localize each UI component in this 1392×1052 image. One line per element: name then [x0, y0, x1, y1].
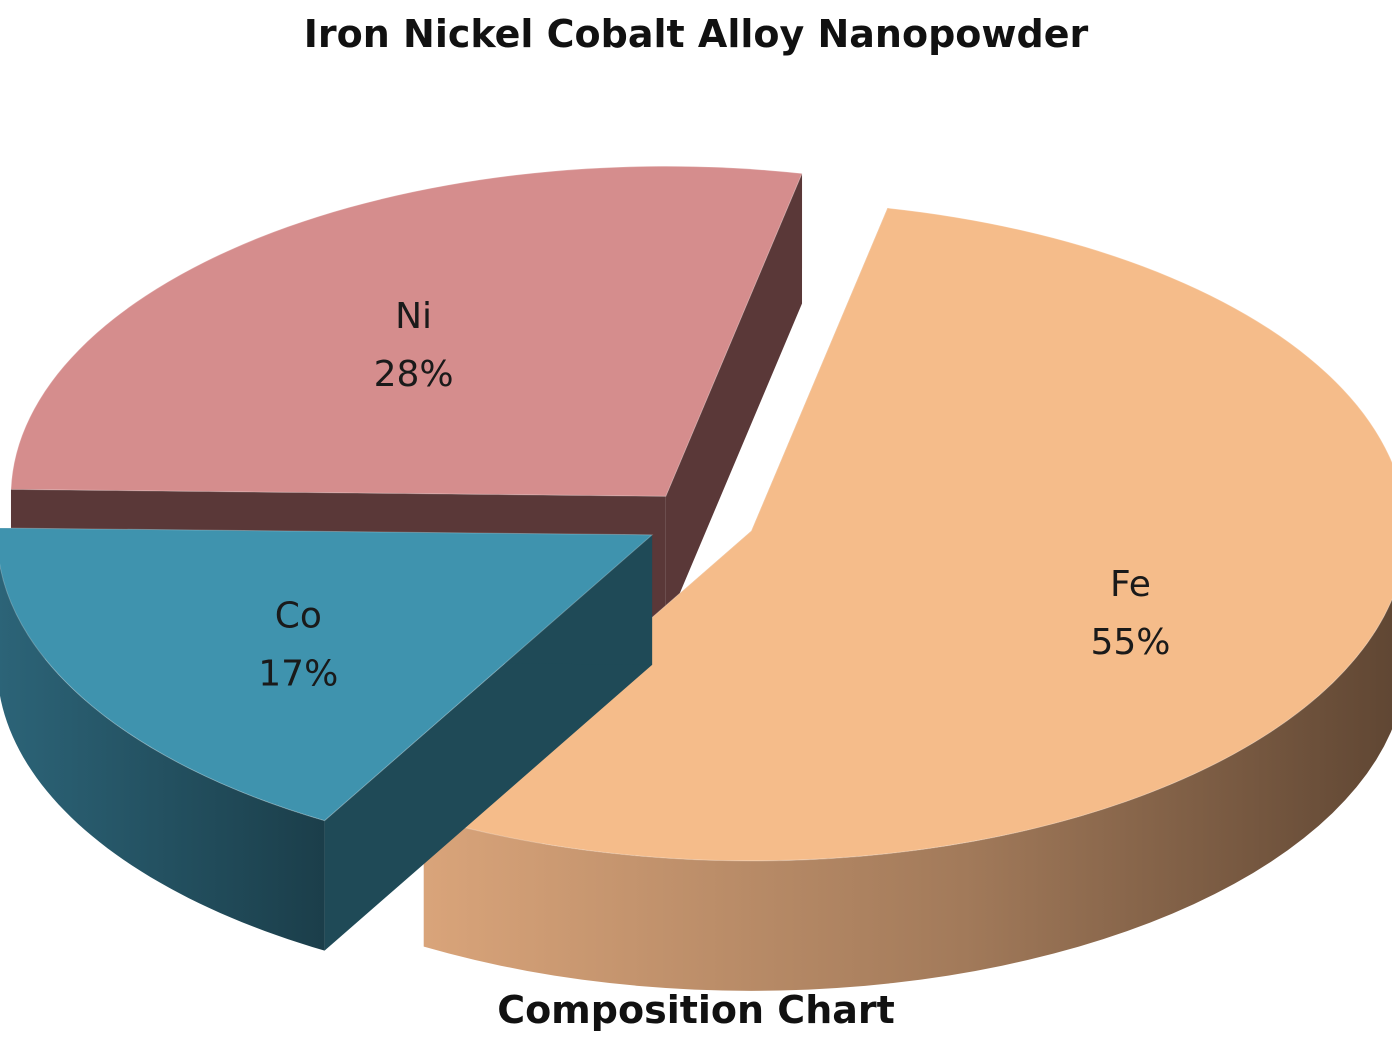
slice-top-ni [10, 165, 803, 497]
slice-name-co: Co [275, 595, 322, 636]
chart-caption: Composition Chart [497, 988, 895, 1032]
slice-wall-ni-1 [665, 173, 803, 627]
pie-slice-co [0, 527, 654, 951]
slice-edge-co [0, 565, 325, 951]
slice-value-ni: 28% [374, 354, 454, 395]
slice-name-fe: Fe [1110, 564, 1151, 605]
chart-title: Iron Nickel Cobalt Alloy Nanopowder [303, 12, 1089, 56]
pie-slice-fe [422, 207, 1392, 991]
slice-top-fe [422, 207, 1392, 862]
slice-name-ni: Ni [395, 296, 432, 337]
slice-value-fe: 55% [1090, 622, 1170, 663]
slice-edge-fe [423, 599, 1392, 991]
slice-top-co [0, 527, 654, 822]
slice-value-co: 17% [258, 653, 338, 694]
